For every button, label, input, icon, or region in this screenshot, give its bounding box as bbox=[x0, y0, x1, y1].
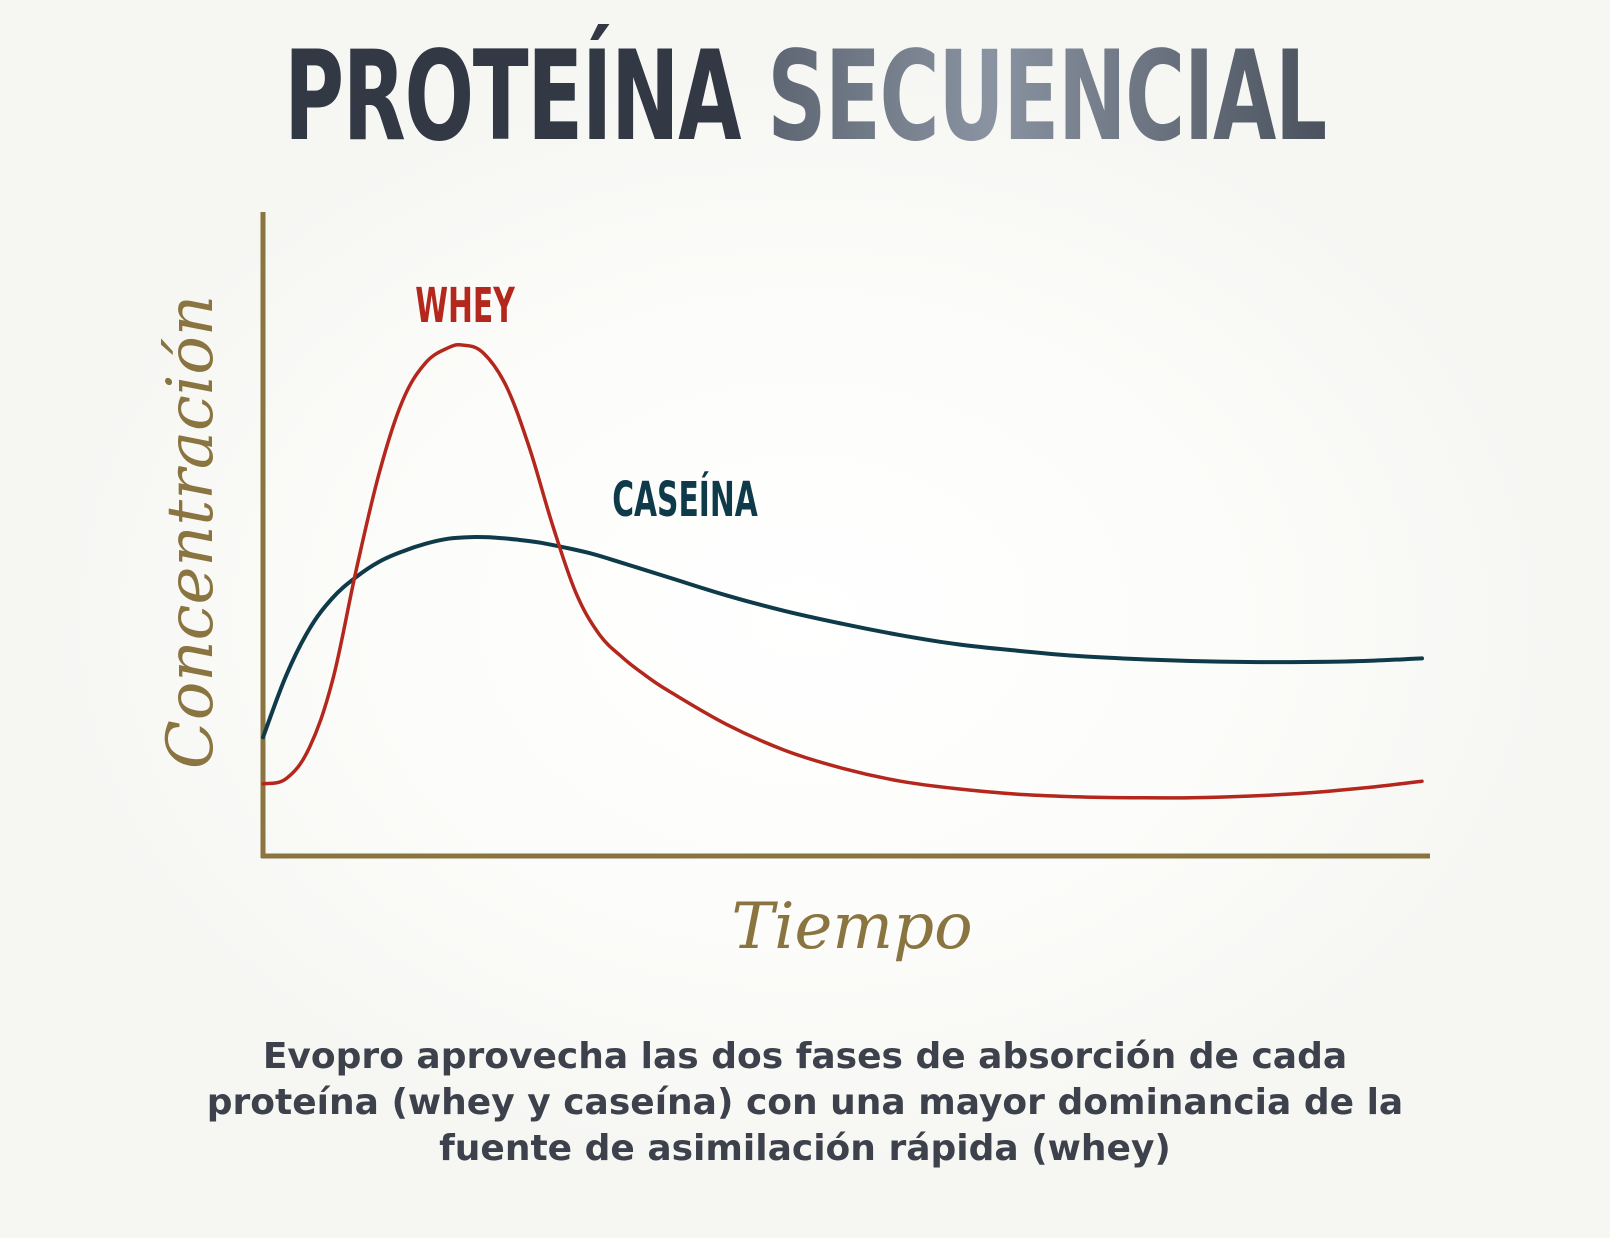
caption-line-2: proteína (whey y caseína) con una mayor … bbox=[206, 1082, 1404, 1123]
series-label-whey: WHEY bbox=[415, 279, 515, 334]
caption: Evopro aprovecha las dos fases de absorc… bbox=[155, 1034, 1455, 1172]
series-line-caseina bbox=[261, 535, 1424, 740]
series-line-whey bbox=[261, 342, 1424, 800]
title-part1: PROTEÍNA bbox=[284, 25, 741, 169]
caption-line-3: fuente de asimilación rápida (whey) bbox=[439, 1128, 1171, 1169]
title-part2: SECUENCIAL bbox=[767, 25, 1327, 169]
x-axis-label: Tiempo bbox=[731, 890, 972, 964]
y-axis-label: Concentración bbox=[154, 295, 228, 769]
caption-line-1: Evopro aprovecha las dos fases de absorc… bbox=[262, 1036, 1348, 1077]
series-label-caseina: CASEÍNA bbox=[612, 472, 758, 528]
page-title: PROTEÍNA SECUENCIAL bbox=[274, 22, 1337, 172]
